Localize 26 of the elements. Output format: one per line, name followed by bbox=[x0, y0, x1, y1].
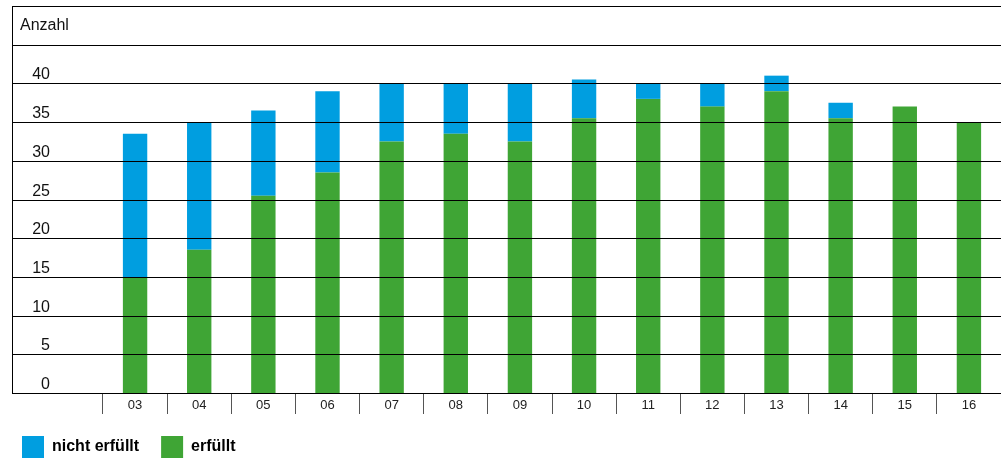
legend-label: nicht erfüllt bbox=[52, 437, 140, 455]
x-tick-label: 08 bbox=[448, 396, 464, 412]
x-tick-label: 12 bbox=[705, 396, 720, 412]
y-tick-label: 15 bbox=[32, 258, 51, 276]
x-tick-label: 05 bbox=[256, 396, 271, 412]
y-tick-label: 25 bbox=[32, 181, 51, 199]
x-tick-label: 06 bbox=[320, 396, 335, 412]
y-tick-label: 5 bbox=[41, 336, 51, 354]
y-tick-label: 30 bbox=[32, 142, 51, 160]
x-tick-label: 11 bbox=[641, 396, 655, 412]
x-tick-label: 03 bbox=[127, 396, 143, 412]
x-tick-label: 10 bbox=[576, 396, 592, 412]
x-tick-label: 09 bbox=[512, 396, 528, 412]
x-tick-label: 04 bbox=[191, 396, 207, 412]
x-tick-label: 14 bbox=[833, 396, 848, 412]
y-tick-label: 0 bbox=[41, 375, 51, 392]
y-tick-label: 20 bbox=[32, 220, 51, 238]
x-tick-label: 07 bbox=[384, 396, 399, 412]
legend-label: erfüllt bbox=[191, 437, 237, 455]
y-tick-label: 10 bbox=[32, 297, 51, 315]
x-tick-label: 13 bbox=[769, 396, 784, 412]
x-tick-label: 16 bbox=[961, 396, 977, 412]
y-tick-label: 40 bbox=[32, 65, 51, 83]
y-axis-title: Anzahl bbox=[20, 15, 69, 33]
y-tick-label: 35 bbox=[32, 104, 51, 122]
x-tick-label: 15 bbox=[897, 396, 913, 412]
